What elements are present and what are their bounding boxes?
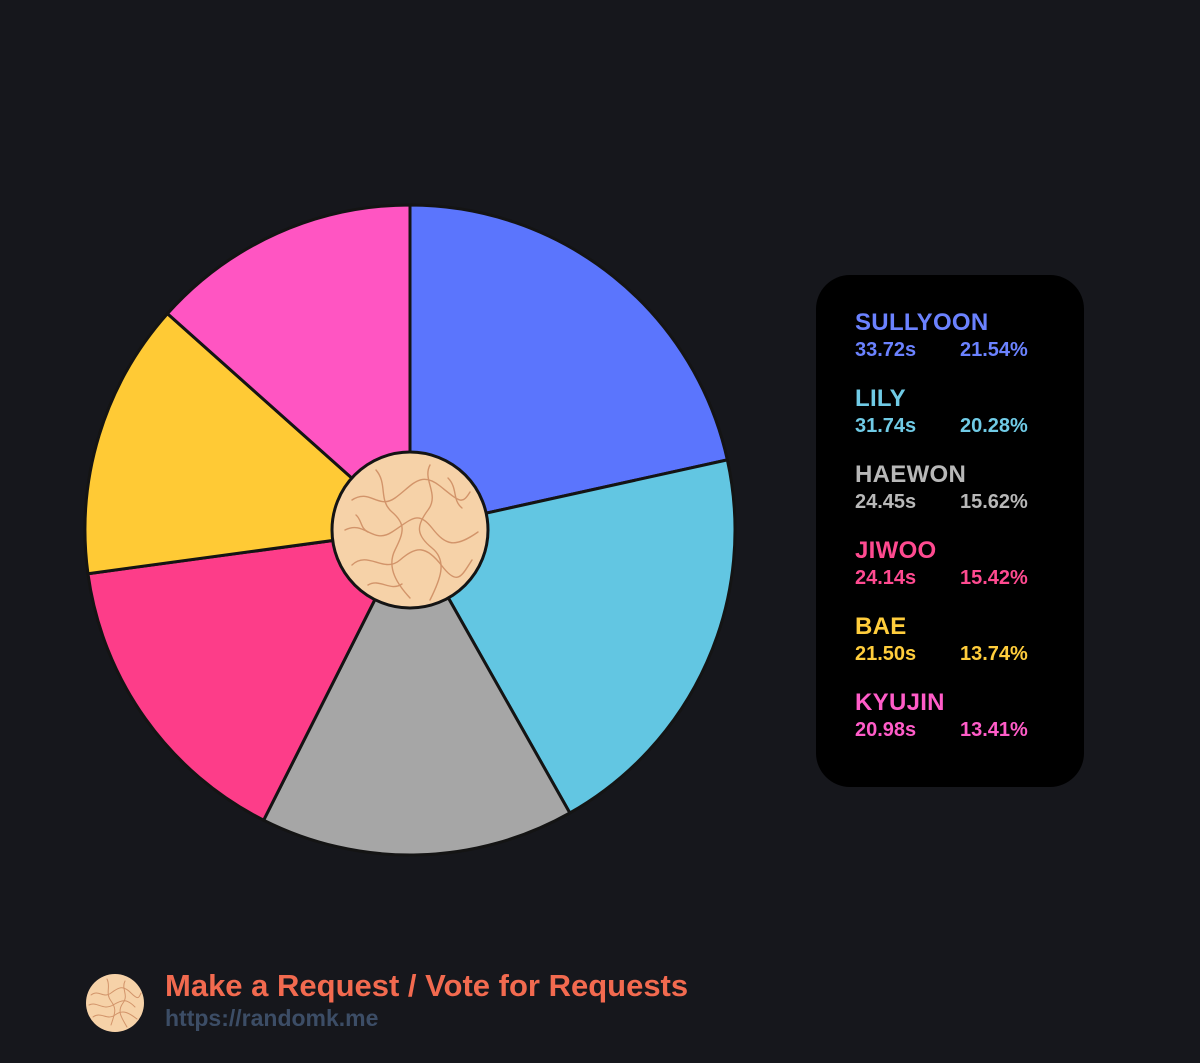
legend-name: LILY (855, 385, 906, 412)
pie-slice-haewon (262, 528, 572, 857)
legend-item-sullyoon: SULLYOON 33.72s 21.54% (855, 309, 1084, 385)
pie-slice-bae (83, 312, 412, 576)
legend-time: 33.72s (855, 339, 917, 361)
legend-time: 31.74s (855, 415, 917, 437)
legend-percent: 13.41% (960, 719, 1028, 741)
legend: SULLYOON 33.72s 21.54% LILY 31.74s 20.28% … (816, 275, 1084, 787)
legend-name: SULLYOON (855, 309, 989, 336)
legend-time: 21.50s (855, 643, 917, 665)
legend-time: 20.98s (855, 719, 917, 741)
legend-item-jiwoo: JIWOO 24.14s 15.42% (855, 537, 1084, 613)
footer-url[interactable]: https://randomk.me (165, 1005, 379, 1031)
legend-item-kyujin: KYUJIN 20.98s 13.41% (855, 689, 1084, 765)
pie-slice-kyujin (165, 203, 412, 532)
legend-item-lily: LILY 31.74s 20.28% (855, 385, 1084, 461)
pie-slices (83, 203, 737, 857)
legend-name: HAEWON (855, 461, 967, 488)
legend-percent: 20.28% (960, 415, 1028, 437)
legend-time: 24.14s (855, 567, 917, 589)
legend-percent: 21.54% (960, 339, 1028, 361)
legend-percent: 13.74% (960, 643, 1028, 665)
legend-time: 24.45s (855, 491, 917, 513)
pie-slice-sullyoon (408, 203, 729, 532)
legend-percent: 15.42% (960, 567, 1028, 589)
legend-item-haewon: HAEWON 24.45s 15.62% (855, 461, 1084, 537)
legend-percent: 15.62% (960, 491, 1028, 513)
footer-logo (86, 974, 144, 1032)
legend-name: KYUJIN (855, 689, 945, 716)
legend-name: JIWOO (855, 537, 937, 564)
pie-slice-lily (408, 458, 737, 815)
center-logo (330, 450, 490, 610)
footer-title[interactable]: Make a Request / Vote for Requests (165, 968, 689, 1003)
legend-item-bae: BAE 21.50s 13.74% (855, 613, 1084, 689)
legend-name: BAE (855, 613, 907, 640)
pie-slice-jiwoo (86, 528, 412, 822)
